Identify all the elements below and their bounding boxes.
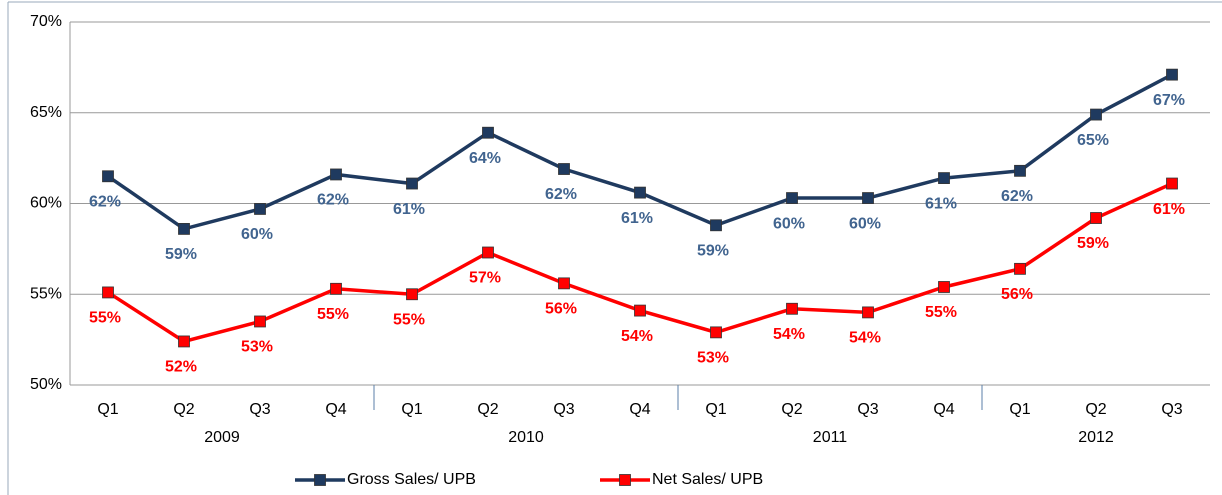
x-tick-label: Q1: [1009, 401, 1030, 418]
y-tick-label: 65%: [30, 104, 62, 121]
marker: [1090, 108, 1102, 121]
y-tick-label: 55%: [30, 285, 62, 302]
value-label: 65%: [1077, 132, 1109, 149]
value-label: 59%: [165, 246, 197, 263]
x-tick-label: Q1: [401, 401, 422, 418]
marker: [786, 302, 798, 315]
legend-marker: [619, 474, 631, 486]
marker: [178, 335, 190, 348]
marker: [634, 304, 646, 317]
legend-marker: [314, 474, 326, 486]
marker: [786, 192, 798, 204]
marker: [862, 192, 874, 204]
value-label: 54%: [621, 328, 653, 345]
marker: [1090, 212, 1102, 224]
value-label: 53%: [241, 339, 273, 356]
value-label: 56%: [1001, 286, 1033, 303]
marker: [102, 170, 114, 183]
marker: [178, 223, 190, 235]
marker: [330, 282, 342, 295]
marker: [406, 177, 418, 190]
marker: [254, 203, 266, 215]
value-label: 55%: [89, 310, 121, 327]
marker: [330, 168, 342, 181]
x-tick-label: Q2: [1085, 401, 1106, 418]
value-label: 61%: [925, 195, 957, 212]
marker: [862, 306, 874, 319]
marker: [938, 281, 950, 293]
legend-label: Net Sales/ UPB: [652, 471, 763, 488]
x-tick-label: Q2: [781, 401, 802, 418]
marker: [710, 219, 722, 232]
value-label: 62%: [545, 186, 577, 203]
x-tick-label: Q2: [173, 401, 194, 418]
y-tick-label: 70%: [30, 13, 62, 30]
value-label: 55%: [317, 306, 349, 323]
marker: [102, 286, 114, 299]
x-tick-label: Q1: [97, 401, 118, 418]
legend-label: Gross Sales/ UPB: [347, 471, 476, 488]
marker: [558, 277, 570, 290]
y-tick-label: 60%: [30, 195, 62, 212]
marker: [938, 172, 950, 184]
value-label: 56%: [545, 301, 577, 318]
marker: [254, 315, 266, 328]
value-label: 59%: [1077, 235, 1109, 252]
value-label: 61%: [621, 210, 653, 227]
x-tick-label: Q2: [477, 401, 498, 418]
x-tick-label: Q4: [325, 401, 346, 418]
value-label: 54%: [773, 326, 805, 343]
series-line: [107, 73, 1173, 231]
value-label: 53%: [697, 350, 729, 367]
marker: [482, 126, 494, 139]
value-label: 64%: [469, 150, 501, 167]
x-tick-label: Q3: [249, 401, 270, 418]
value-label: 60%: [241, 226, 273, 243]
value-label: 62%: [89, 193, 121, 210]
marker: [1014, 262, 1026, 275]
value-label: 61%: [393, 201, 425, 218]
value-label: 55%: [393, 311, 425, 328]
x-tick-label: Q4: [629, 401, 650, 418]
value-label: 55%: [925, 304, 957, 321]
marker: [1166, 177, 1178, 190]
value-label: 52%: [165, 359, 197, 376]
x-tick-label: Q3: [553, 401, 574, 418]
value-label: 67%: [1153, 92, 1185, 109]
x-group-label: 2012: [1078, 429, 1114, 446]
x-tick-label: Q4: [933, 401, 954, 418]
value-label: 54%: [849, 330, 881, 347]
y-tick-label: 50%: [30, 376, 62, 393]
marker: [634, 186, 646, 199]
marker: [482, 246, 494, 259]
value-label: 61%: [1153, 201, 1185, 218]
marker: [1166, 68, 1178, 81]
x-group-label: 2009: [204, 429, 240, 446]
marker: [1014, 164, 1026, 177]
value-label: 57%: [469, 270, 501, 287]
value-label: 60%: [849, 215, 881, 232]
x-tick-label: Q3: [857, 401, 878, 418]
x-group-label: 2011: [813, 429, 848, 446]
marker: [558, 163, 570, 175]
x-tick-label: Q3: [1161, 401, 1182, 418]
marker: [710, 326, 722, 339]
marker: [406, 288, 418, 301]
value-label: 59%: [697, 242, 729, 259]
value-label: 62%: [317, 192, 349, 209]
x-tick-label: Q1: [705, 401, 726, 418]
value-label: 62%: [1001, 188, 1033, 205]
x-group-label: 2010: [508, 429, 544, 446]
value-label: 60%: [773, 215, 805, 232]
